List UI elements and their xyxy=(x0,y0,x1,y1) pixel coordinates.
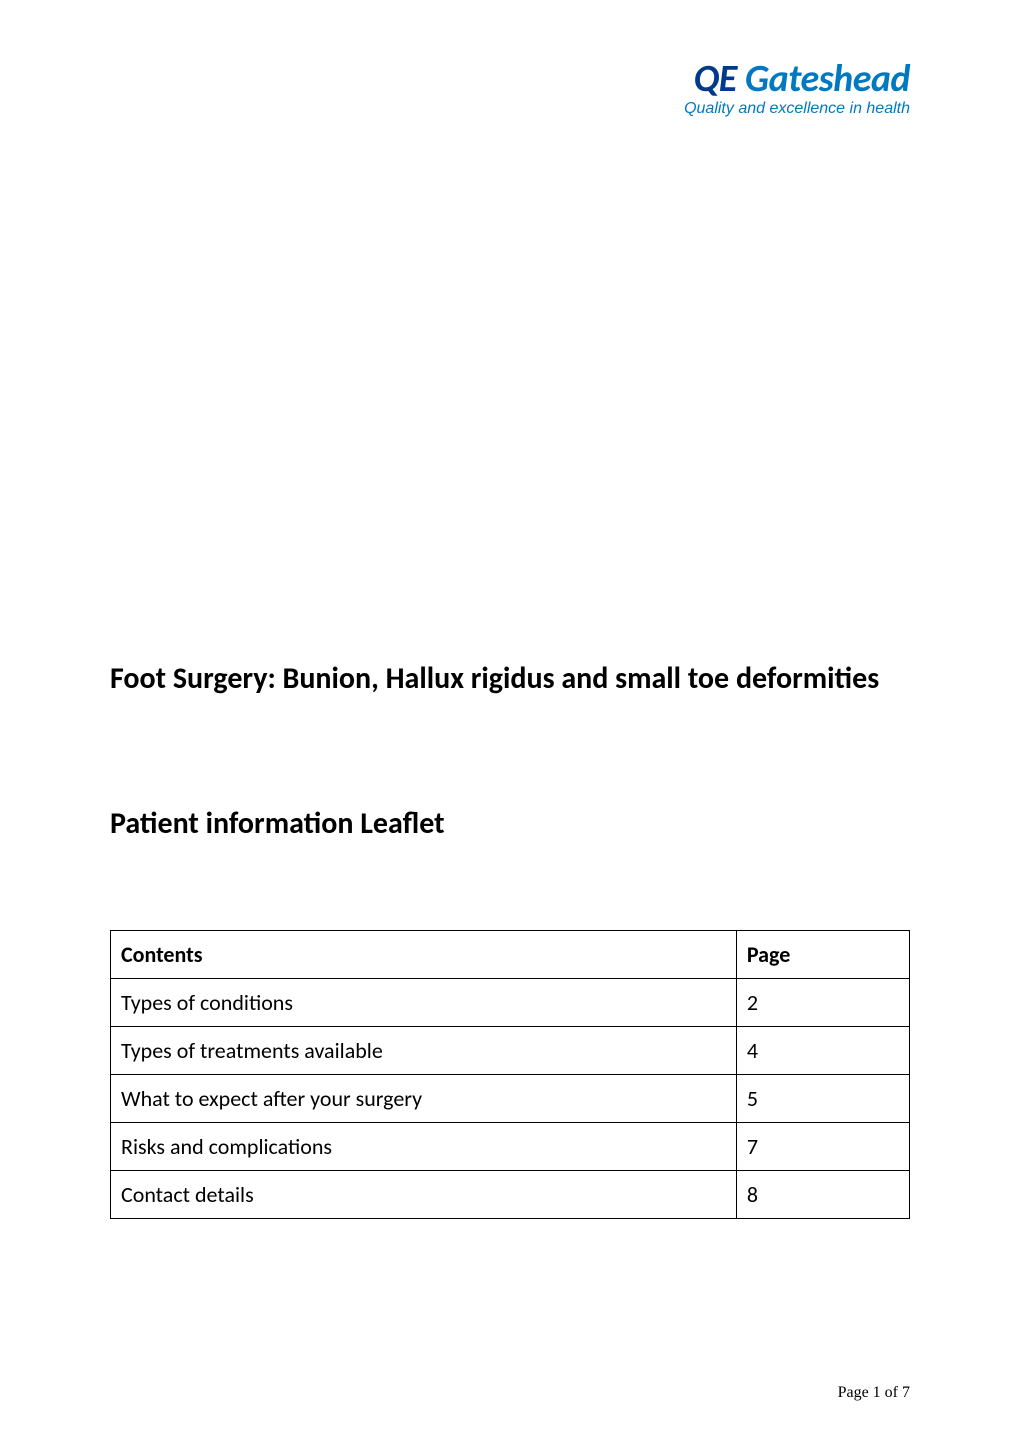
logo-qe-text: QE xyxy=(694,56,737,102)
table-header-contents: Contents xyxy=(111,931,737,979)
document-title: Foot Surgery: Bunion, Hallux rigidus and… xyxy=(110,660,910,697)
table-header-row: Contents Page xyxy=(111,931,910,979)
table-cell-contents: Contact details xyxy=(111,1171,737,1219)
table-cell-page: 4 xyxy=(736,1027,909,1075)
table-cell-page: 8 xyxy=(736,1171,909,1219)
page-footer: Page 1 of 7 xyxy=(838,1384,910,1402)
table-row: Contact details 8 xyxy=(111,1171,910,1219)
logo-tagline: Quality and excellence in health xyxy=(684,100,910,118)
table-cell-page: 2 xyxy=(736,979,909,1027)
document-subtitle: Patient information Leaflet xyxy=(110,805,910,842)
contents-table: Contents Page Types of conditions 2 Type… xyxy=(110,930,910,1219)
table-row: Types of treatments available 4 xyxy=(111,1027,910,1075)
table-header-page: Page xyxy=(736,931,909,979)
table-cell-contents: Risks and complications xyxy=(111,1123,737,1171)
table-cell-contents: Types of treatments available xyxy=(111,1027,737,1075)
table-cell-page: 5 xyxy=(736,1075,909,1123)
logo-gateshead-text: Gateshead xyxy=(737,56,910,102)
table-row: Types of conditions 2 xyxy=(111,979,910,1027)
table-cell-contents: What to expect after your surgery xyxy=(111,1075,737,1123)
table-row: What to expect after your surgery 5 xyxy=(111,1075,910,1123)
table-row: Risks and complications 7 xyxy=(111,1123,910,1171)
table-cell-contents: Types of conditions xyxy=(111,979,737,1027)
table-cell-page: 7 xyxy=(736,1123,909,1171)
logo-text: QE Gateshead xyxy=(684,60,910,98)
document-page: QE Gateshead Quality and excellence in h… xyxy=(0,0,1020,1442)
logo: QE Gateshead Quality and excellence in h… xyxy=(684,60,910,118)
